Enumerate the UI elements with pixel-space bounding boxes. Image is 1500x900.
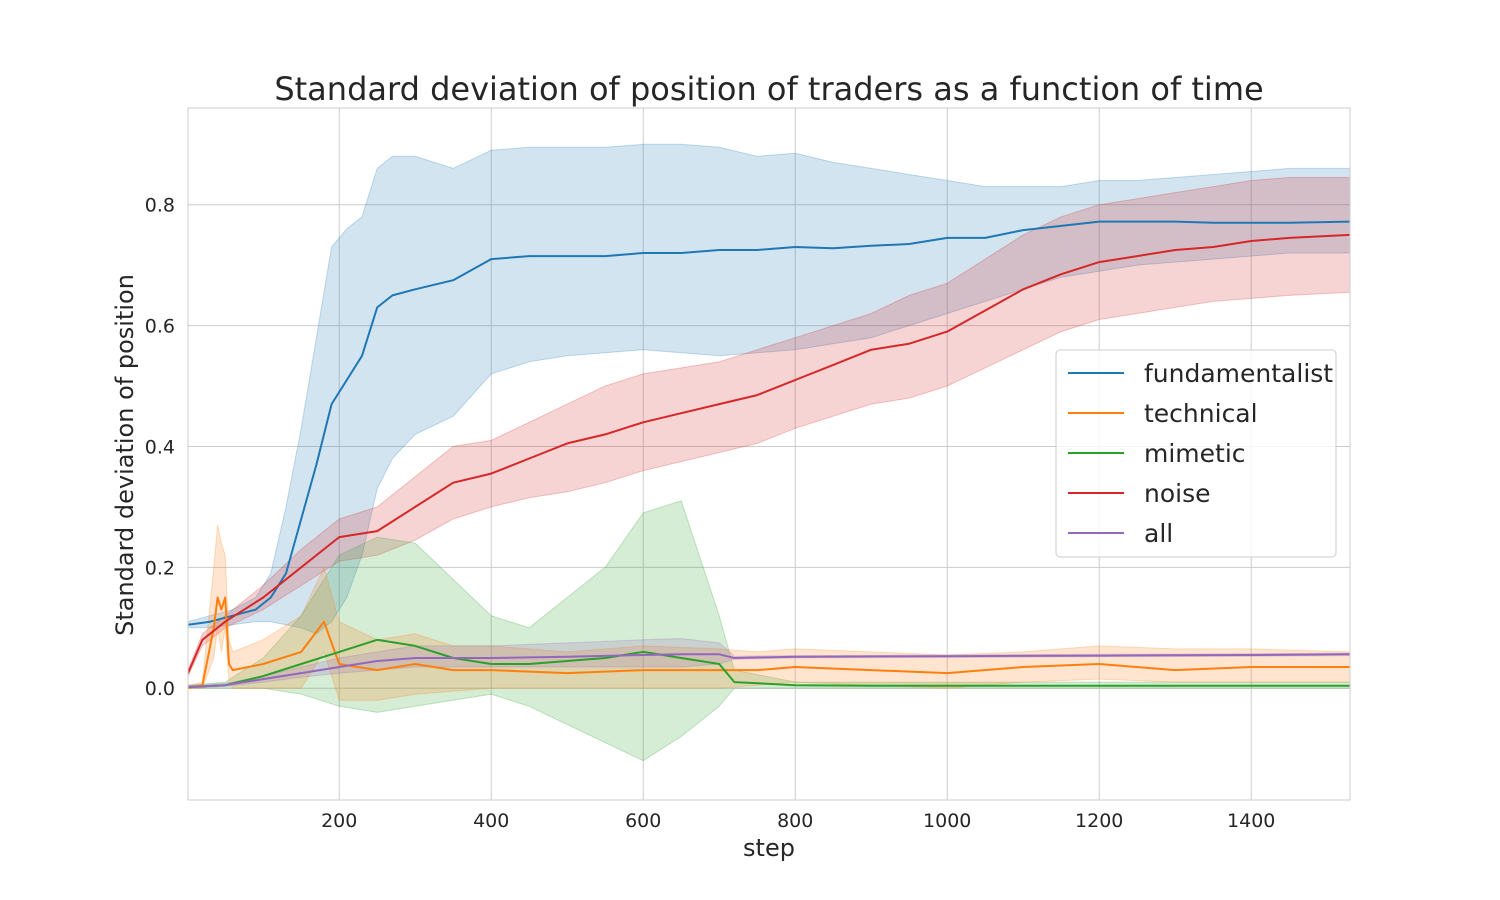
- legend-label-mimetic: mimetic: [1144, 439, 1246, 468]
- x-tick-label-1400: 1400: [1227, 810, 1275, 832]
- grid-y: [188, 204, 1350, 689]
- y-axis-title: Standard deviation of position: [111, 274, 139, 636]
- y-tick-label-2: 0.4: [145, 436, 175, 458]
- y-tick-label-3: 0.6: [145, 316, 175, 338]
- x-tick-label-600: 600: [625, 810, 661, 832]
- x-tick-label-1000: 1000: [923, 810, 971, 832]
- y-tick-label-1: 0.2: [145, 557, 175, 579]
- x-tick-label-1200: 1200: [1075, 810, 1123, 832]
- y-tick-labels: 0.0 0.2 0.4 0.6 0.8: [145, 195, 175, 700]
- plot-frame: [187, 107, 1351, 801]
- legend-label-all: all: [1144, 519, 1173, 548]
- line-technical: [188, 596, 1350, 690]
- x-tick-label-200: 200: [321, 810, 357, 832]
- x-tick-labels: 200 400 600 800 1000 1200 1400: [321, 810, 1275, 832]
- y-tick-label-0: 0.0: [145, 678, 175, 700]
- band-noise: [188, 177, 1350, 677]
- line-all: [188, 653, 1350, 688]
- legend-box: [1055, 349, 1337, 558]
- x-tick-label-400: 400: [473, 810, 509, 832]
- line-fundamentalist: [188, 220, 1350, 626]
- legend-label-noise: noise: [1144, 479, 1211, 508]
- series-layer: [188, 143, 1350, 762]
- chart-title: Standard deviation of position of trader…: [274, 70, 1263, 108]
- line-mimetic: [188, 638, 1350, 688]
- legend: fundamentalist technical mimetic noise all: [1055, 349, 1337, 558]
- band-mimetic: [188, 500, 1350, 762]
- legend-label-fundamentalist: fundamentalist: [1144, 359, 1333, 388]
- y-tick-label-4: 0.8: [145, 195, 175, 217]
- x-tick-label-800: 800: [777, 810, 813, 832]
- line-noise: [188, 233, 1350, 674]
- x-axis-title: step: [743, 834, 795, 862]
- legend-label-technical: technical: [1144, 399, 1258, 428]
